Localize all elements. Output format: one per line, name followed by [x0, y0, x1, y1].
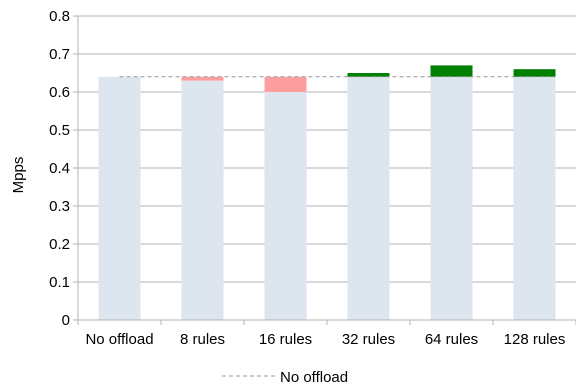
legend: No offload	[222, 369, 348, 385]
x-tick-label: 16 rules	[259, 331, 312, 348]
x-tick-label: No offload	[85, 331, 153, 348]
bar-base	[264, 92, 307, 320]
x-tick-label: 8 rules	[180, 331, 225, 348]
bar-delta-decrease	[264, 76, 307, 92]
bar-delta-increase	[347, 73, 390, 77]
x-tick-label: 32 rules	[342, 331, 395, 348]
bar-base	[513, 76, 556, 320]
y-tick-label: 0.4	[49, 160, 70, 177]
y-tick-label: 0.7	[49, 46, 70, 63]
axes	[77, 16, 576, 325]
bar-delta-increase	[430, 65, 473, 77]
y-tick-labels: 0 0.1 0.2 0.3 0.4 0.5 0.6 0.7 0.8	[49, 8, 70, 329]
bar-base	[430, 76, 473, 320]
bar-delta-increase	[513, 69, 556, 77]
y-tick-label: 0	[62, 312, 70, 329]
y-tick-label: 0.2	[49, 236, 70, 253]
grid-lines	[73, 15, 576, 321]
x-tick-label: 128 rules	[504, 331, 566, 348]
x-tick-labels: No offload 8 rules 16 rules 32 rules 64 rule…	[85, 331, 565, 348]
bar-base	[181, 80, 224, 320]
bar-base	[98, 76, 141, 320]
bars	[98, 65, 556, 320]
y-tick-label: 0.5	[49, 122, 70, 139]
x-tick-label: 64 rules	[425, 331, 478, 348]
legend-label: No offload	[280, 369, 348, 385]
y-tick-label: 0.6	[49, 84, 70, 101]
bar-delta-decrease	[181, 76, 224, 81]
y-tick-label: 0.3	[49, 198, 70, 215]
bar-base	[347, 76, 390, 320]
y-axis-title: Mpps	[10, 157, 27, 194]
y-tick-label: 0.1	[49, 274, 70, 291]
y-tick-label: 0.8	[49, 8, 70, 25]
